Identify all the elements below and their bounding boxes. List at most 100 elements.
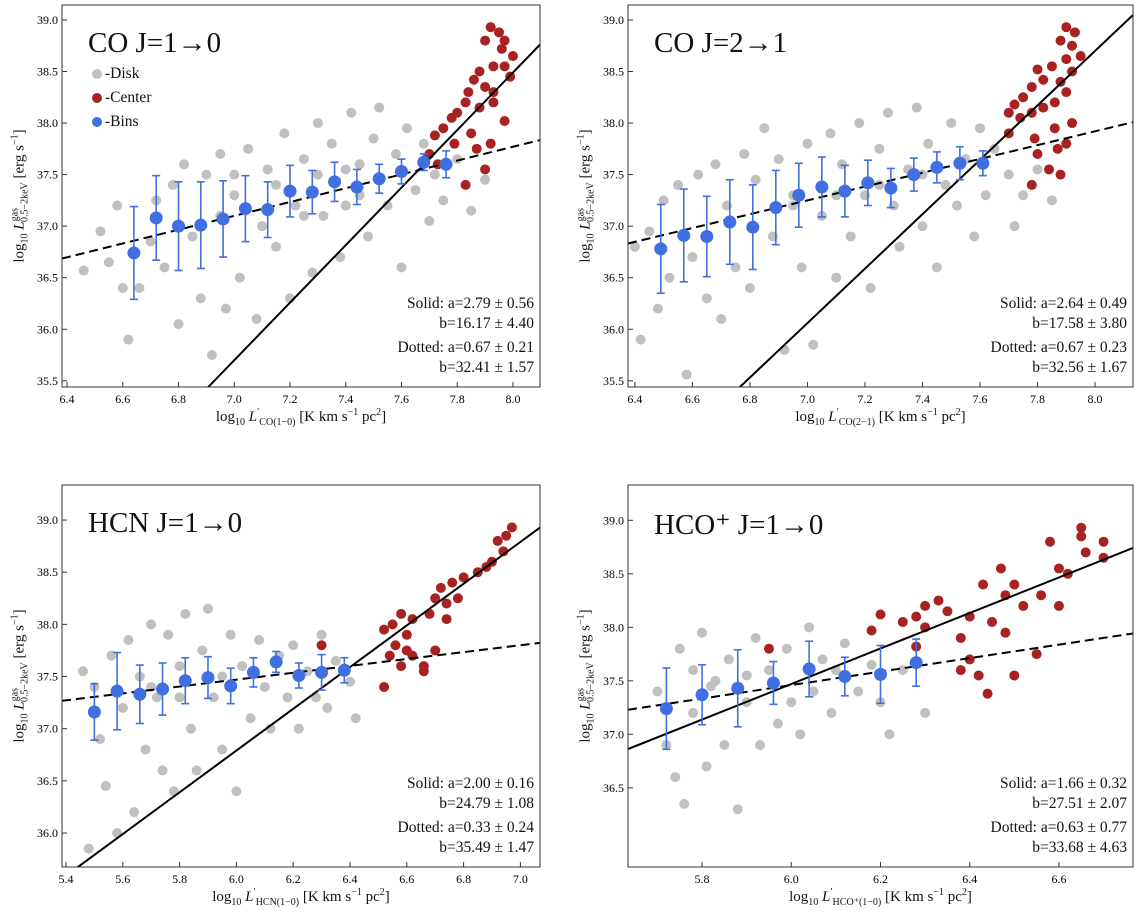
panel-title: HCO⁺ J=1→0 (654, 509, 824, 541)
center-point (460, 179, 471, 190)
y-tick-label: 36.0 (37, 322, 58, 336)
disk-point (298, 154, 309, 165)
center-point (496, 43, 507, 54)
disk-point (664, 272, 675, 283)
bin-point (439, 150, 453, 179)
y-tick-label: 38.0 (37, 617, 58, 631)
disk-point (679, 798, 690, 809)
x-tick-label: 7.6 (973, 392, 988, 406)
center-point (1031, 649, 1042, 660)
x-tick-label: 6.0 (784, 872, 799, 886)
dotted-fit-a: Dotted: a=0.67 ± 0.21 (397, 339, 535, 356)
x-tick-label: 7.6 (394, 392, 409, 406)
bin-point (156, 662, 170, 716)
y-tick-label: 36.5 (603, 781, 624, 795)
disk-point (206, 350, 217, 361)
disk-point (282, 692, 293, 703)
y-tick-label: 36.5 (37, 774, 58, 788)
disk-point (808, 686, 819, 697)
bin-point (201, 655, 215, 700)
x-tick-label: 5.8 (172, 872, 187, 886)
center-point (488, 97, 499, 108)
bin-point (194, 181, 208, 270)
bin-marker (133, 687, 147, 701)
center-marker-icon (92, 93, 102, 104)
disk-point (779, 344, 790, 355)
center-point (430, 645, 441, 656)
bin-marker (269, 655, 283, 669)
center-point (379, 681, 390, 692)
disk-point (298, 210, 309, 221)
center-point (480, 164, 491, 175)
y-tick-label: 36.5 (37, 271, 58, 285)
disk-point (795, 729, 806, 740)
disk-point (732, 804, 743, 815)
panel-4: 5.8 6.0 6.2 6.4 6.6 36.5 37.0 37.5 38.0 38.5 39.0 (603, 484, 1134, 886)
center-point (1009, 579, 1020, 590)
legend: -Disk -Center -Bins (92, 62, 151, 134)
x-axis-label: log10 L′CO(1−0) [K km s−1 pc2] (215, 407, 387, 428)
center-point (501, 530, 512, 541)
bin-point (172, 181, 186, 272)
bin-point (766, 660, 780, 706)
x-axis-label: log10 L′HCO⁺(1−0) [K km s−1 pc2] (789, 887, 972, 908)
x-tick-label: 6.2 (286, 872, 301, 886)
disk-point (831, 272, 842, 283)
center-point (466, 128, 477, 139)
center-point (379, 624, 390, 635)
center-point (474, 66, 485, 77)
disk-point (438, 195, 449, 206)
center-point (1053, 600, 1064, 611)
disk-point (293, 723, 304, 734)
x-tick-label: 7.0 (513, 872, 528, 886)
bin-marker (976, 156, 990, 170)
bin-point (178, 656, 192, 705)
disk-point (1009, 221, 1020, 232)
center-point (964, 654, 975, 665)
center-point (441, 598, 452, 609)
center-point (1029, 133, 1040, 144)
bin-point (884, 167, 898, 209)
center-point (480, 81, 491, 92)
bin-marker (216, 212, 230, 226)
disk-point (1003, 169, 1014, 180)
panel-title: CO J=2→1 (654, 27, 788, 59)
x-tick-label: 5.8 (695, 872, 710, 886)
disk-point (225, 629, 236, 640)
center-point (1098, 536, 1109, 547)
legend-disk-label: -Disk (105, 65, 140, 82)
bin-point (953, 145, 967, 181)
disk-point (884, 729, 895, 740)
y-tick-label: 35.5 (603, 374, 624, 388)
y-axis-label: log10 Lgas0.5−2keV [erg s−1] (575, 129, 597, 263)
bin-marker (261, 203, 275, 217)
bin-point (769, 169, 783, 246)
disk-point (237, 661, 248, 672)
center-point (1061, 138, 1072, 149)
disk-point (808, 339, 819, 350)
bin-marker (677, 228, 691, 242)
bins-marker-icon (92, 117, 102, 128)
center-point (1076, 522, 1087, 533)
bin-marker (874, 667, 887, 681)
disk-point (312, 169, 323, 180)
plot-frame (61, 4, 541, 388)
bin-marker (292, 668, 306, 682)
disk-point (911, 102, 922, 113)
bin-marker (127, 246, 141, 260)
center-point (942, 606, 953, 617)
disk-point (687, 252, 698, 263)
disk-point (466, 205, 477, 216)
center-point (1061, 22, 1072, 33)
bin-point (746, 184, 760, 271)
dotted-fit-b: b=32.56 ± 1.67 (1032, 359, 1127, 376)
dotted-fit-b: b=33.68 ± 4.63 (1032, 839, 1127, 856)
y-tick-label: 38.0 (37, 116, 58, 130)
disk-point (802, 138, 813, 149)
disk-point (254, 635, 265, 646)
bin-point (802, 640, 816, 698)
disk-point (83, 843, 94, 854)
disk-point (424, 216, 435, 227)
y-axis-label: log10 Lgas0.5−2keV [erg s−1] (9, 609, 31, 743)
fit-stats: Solid: a=1.66 ± 0.32 b=27.51 ± 2.07 Dotted… (991, 774, 1128, 858)
